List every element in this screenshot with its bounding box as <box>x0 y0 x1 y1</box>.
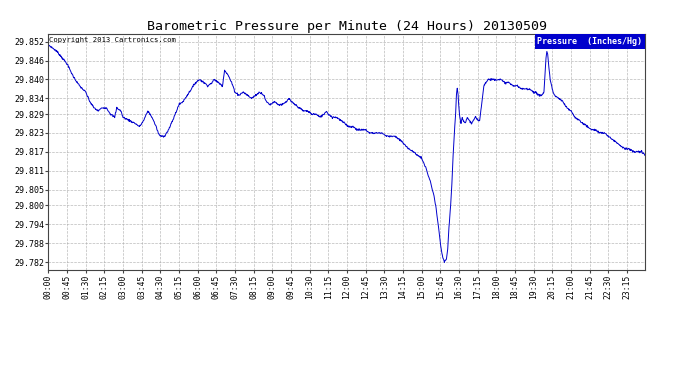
Text: Copyright 2013 Cartronics.com: Copyright 2013 Cartronics.com <box>49 37 176 43</box>
Title: Barometric Pressure per Minute (24 Hours) 20130509: Barometric Pressure per Minute (24 Hours… <box>147 20 546 33</box>
